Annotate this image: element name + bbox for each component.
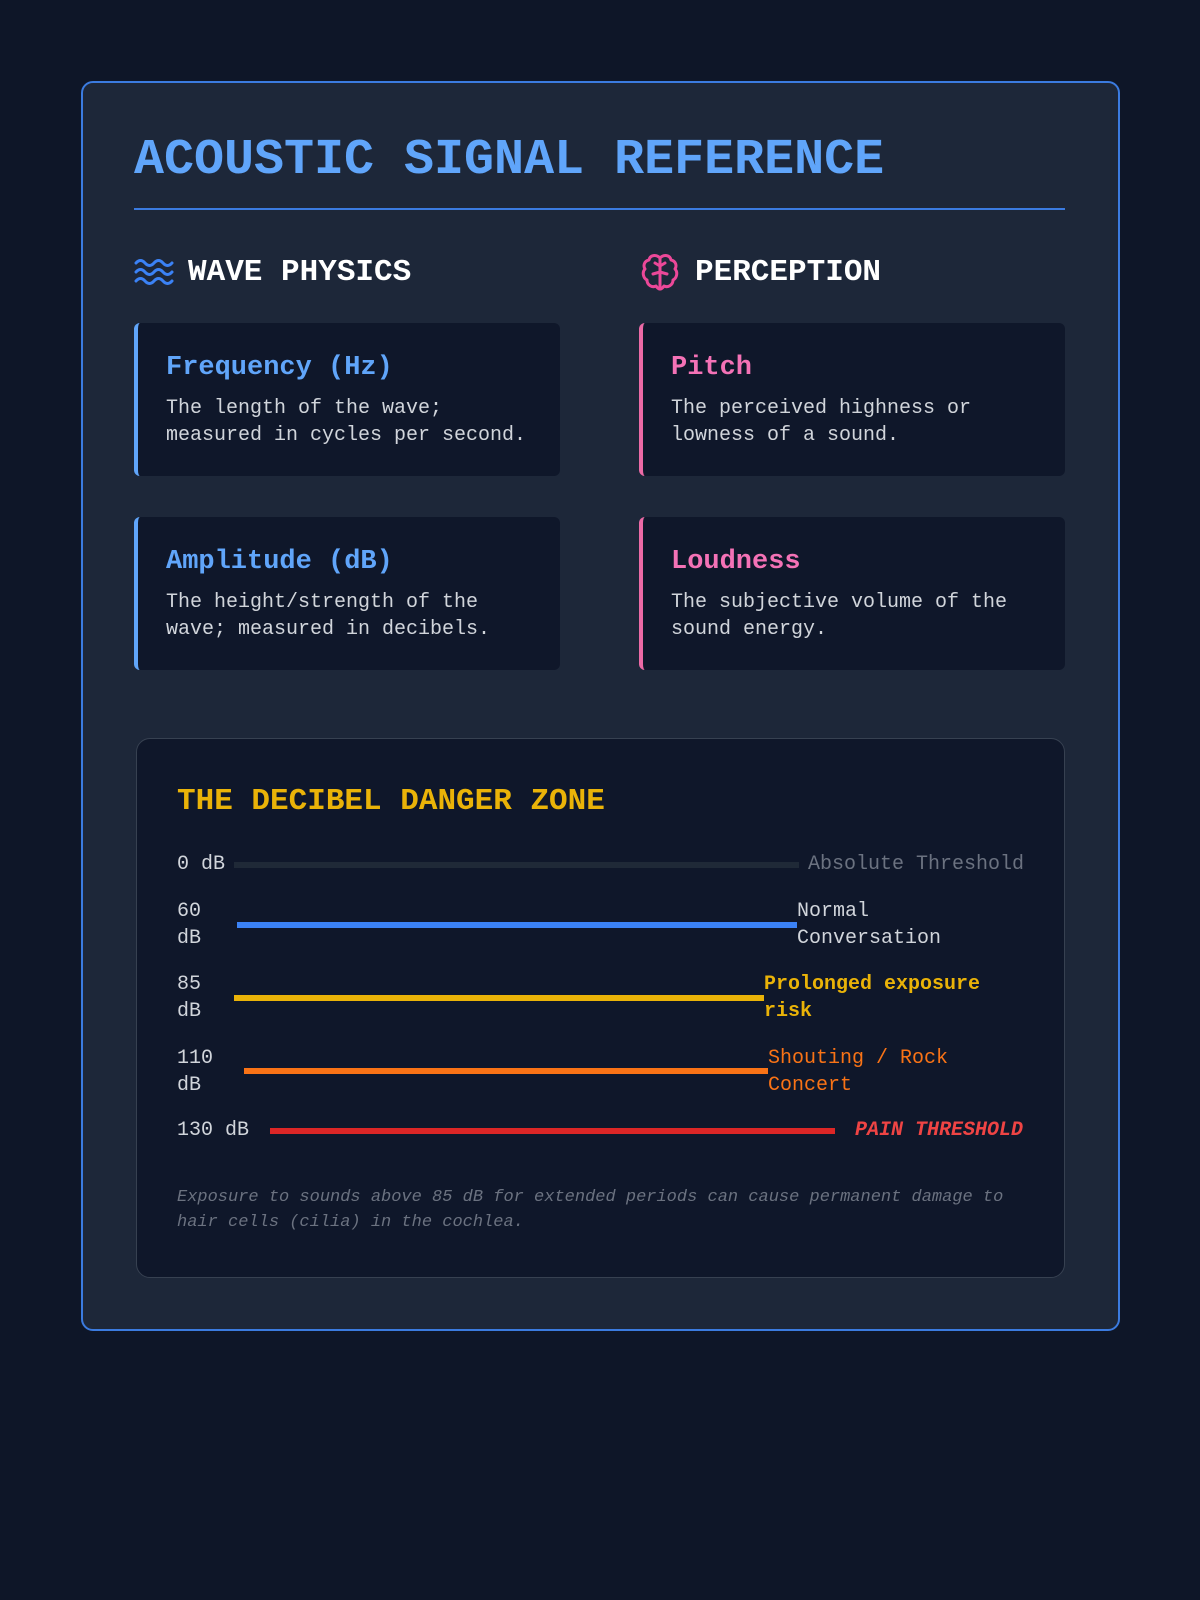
- perception-header: PERCEPTION: [641, 252, 881, 292]
- level-db: 130 dB: [177, 1119, 250, 1142]
- level-bar: [237, 922, 797, 928]
- level-db: 110 dB: [177, 1047, 214, 1097]
- term-description: The height/strength of the wave; measure…: [166, 591, 491, 641]
- wave-physics-header: WAVE PHYSICS: [134, 252, 411, 292]
- term-card-frequency: Frequency (Hz) The length of the wave; m…: [134, 323, 560, 476]
- level-bar: [234, 862, 799, 868]
- level-db: 0 dB: [177, 853, 226, 876]
- level-db: 60 dB: [177, 900, 202, 950]
- page-title: ACOUSTIC SIGNAL REFERENCE: [134, 132, 885, 189]
- term-title: Loudness: [671, 547, 801, 577]
- danger-zone-title: THE DECIBEL DANGER ZONE: [177, 784, 605, 819]
- term-title: Pitch: [671, 353, 753, 383]
- danger-footnote: Exposure to sounds above 85 dB for exten…: [177, 1188, 1004, 1232]
- term-card-pitch: Pitch The perceived highness or lowness …: [639, 323, 1065, 476]
- term-title: Frequency (Hz): [166, 353, 393, 383]
- term-title: Amplitude (dB): [166, 547, 393, 577]
- level-label: Normal Conversation: [797, 900, 942, 950]
- wave-physics-heading: WAVE PHYSICS: [188, 254, 412, 290]
- level-label: PAIN THRESHOLD: [855, 1119, 1024, 1142]
- decibel-danger-panel: [136, 738, 1065, 1278]
- level-label: Absolute Threshold: [808, 853, 1025, 876]
- level-label: Prolonged exposure risk: [764, 973, 981, 1023]
- term-description: The perceived highness or lowness of a s…: [671, 397, 972, 447]
- term-description: The length of the wave; measured in cycl…: [166, 397, 527, 447]
- title-divider: [134, 208, 1065, 210]
- level-bar: [234, 995, 764, 1001]
- brain-icon: [641, 252, 681, 292]
- level-db: 85 dB: [177, 973, 202, 1023]
- level-label: Shouting / Rock Concert: [768, 1047, 949, 1097]
- term-card-amplitude: Amplitude (dB) The height/strength of th…: [134, 517, 560, 670]
- term-description: The subjective volume of the sound energ…: [671, 591, 1008, 641]
- level-bar: [270, 1128, 835, 1134]
- term-card-loudness: Loudness The subjective volume of the so…: [639, 517, 1065, 670]
- waves-icon: [134, 252, 174, 292]
- perception-heading: PERCEPTION: [695, 254, 882, 290]
- level-bar: [244, 1068, 768, 1074]
